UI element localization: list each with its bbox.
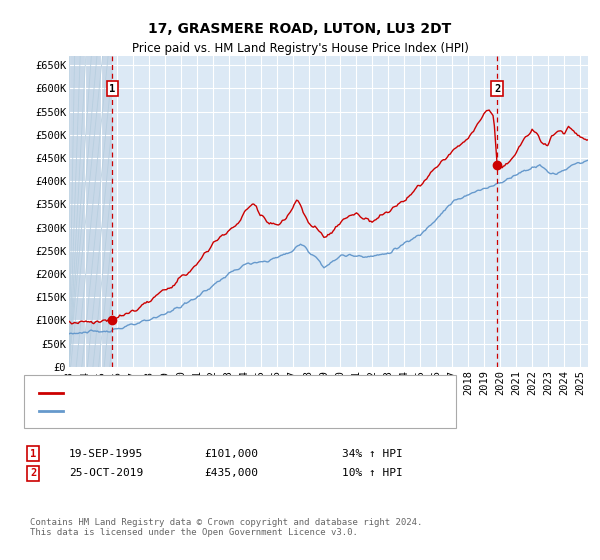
- Text: 10% ↑ HPI: 10% ↑ HPI: [342, 468, 403, 478]
- Text: 2: 2: [494, 83, 500, 94]
- Text: £435,000: £435,000: [204, 468, 258, 478]
- Text: HPI: Average price, detached house, Luton: HPI: Average price, detached house, Luto…: [69, 406, 325, 416]
- Text: 17, GRASMERE ROAD, LUTON, LU3 2DT: 17, GRASMERE ROAD, LUTON, LU3 2DT: [148, 22, 452, 36]
- Text: Price paid vs. HM Land Registry's House Price Index (HPI): Price paid vs. HM Land Registry's House …: [131, 42, 469, 55]
- Text: 1: 1: [30, 449, 36, 459]
- Text: Contains HM Land Registry data © Crown copyright and database right 2024.
This d: Contains HM Land Registry data © Crown c…: [30, 518, 422, 538]
- Text: 17, GRASMERE ROAD, LUTON, LU3 2DT (detached house): 17, GRASMERE ROAD, LUTON, LU3 2DT (detac…: [69, 388, 382, 398]
- Text: £101,000: £101,000: [204, 449, 258, 459]
- Text: 2: 2: [30, 468, 36, 478]
- Text: 25-OCT-2019: 25-OCT-2019: [69, 468, 143, 478]
- Bar: [69, 56, 112, 367]
- Text: 34% ↑ HPI: 34% ↑ HPI: [342, 449, 403, 459]
- Text: 19-SEP-1995: 19-SEP-1995: [69, 449, 143, 459]
- Text: 1: 1: [109, 83, 116, 94]
